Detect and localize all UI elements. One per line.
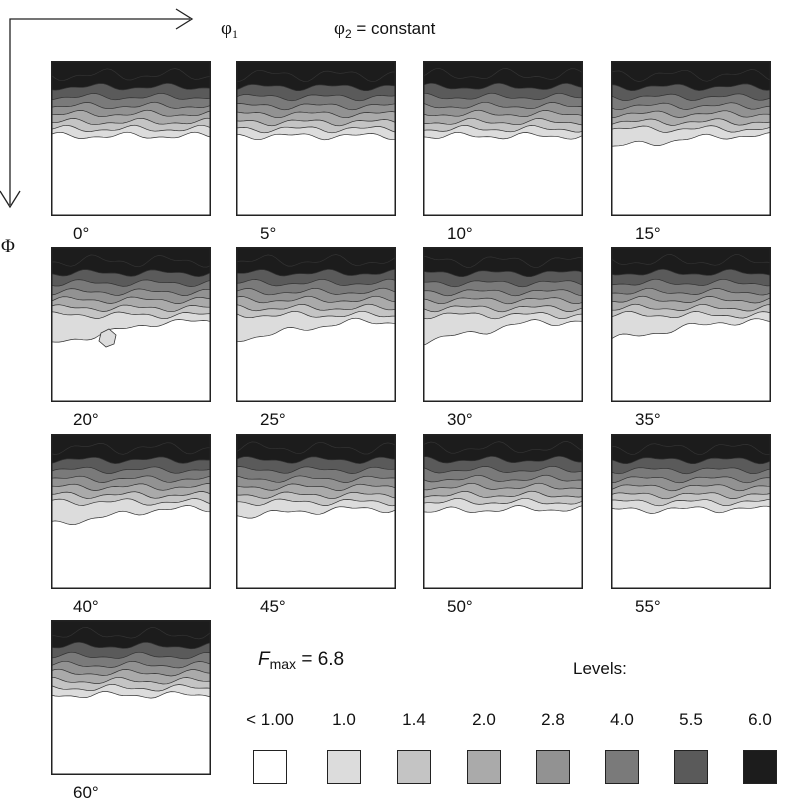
phi2-text: = constant	[351, 19, 436, 38]
section-angle-label: 50°	[447, 597, 473, 616]
odf-section-panel	[51, 434, 211, 589]
odf-section-plot	[51, 434, 211, 589]
section-angle-label: 35°	[635, 410, 661, 429]
legend-swatch	[397, 750, 431, 784]
odf-section-plot	[423, 434, 583, 589]
legend-level-label: 1.0	[332, 710, 356, 729]
odf-section-panel	[423, 247, 583, 402]
legend-swatch	[605, 750, 639, 784]
odf-section-plot	[236, 61, 396, 216]
odf-section-panel	[423, 434, 583, 589]
odf-section-panel	[51, 620, 211, 775]
contour-band	[51, 61, 211, 82]
contour-band	[423, 247, 583, 269]
odf-section-plot	[51, 61, 211, 216]
legend-swatch	[674, 750, 708, 784]
legend-title: Levels:	[573, 659, 627, 678]
odf-section-plot	[236, 434, 396, 589]
contour-band	[236, 247, 396, 267]
legend-level-label: 2.0	[472, 710, 496, 729]
section-angle-label: 60°	[73, 783, 99, 802]
contour-band	[51, 434, 211, 455]
section-angle-label: 15°	[635, 224, 661, 243]
panel-frame	[423, 61, 583, 216]
panel-frame	[236, 61, 396, 216]
panel-frame	[236, 247, 396, 402]
section-angle-label: 10°	[447, 224, 473, 243]
phi1-symbol: φ	[221, 18, 232, 39]
section-angle-label: 40°	[73, 597, 99, 616]
odf-section-panel	[236, 61, 396, 216]
odf-section-panel	[611, 434, 771, 589]
legend-level-label: 4.0	[610, 710, 634, 729]
contour-band	[611, 247, 771, 266]
fmax-label: Fmax = 6.8	[258, 650, 344, 671]
legend-swatch	[467, 750, 501, 784]
legend-level-label: 5.5	[679, 710, 703, 729]
odf-section-panel	[236, 434, 396, 589]
panel-frame	[611, 247, 771, 402]
odf-section-panel	[611, 247, 771, 402]
panel-frame	[236, 434, 396, 589]
legend-level-label: < 1.00	[246, 710, 294, 729]
odf-section-plot	[611, 247, 771, 402]
fmax-subscript: max	[269, 656, 297, 672]
section-angle-label: 20°	[73, 410, 99, 429]
odf-section-panel	[423, 61, 583, 216]
panel-frame	[51, 434, 211, 589]
section-angle-label: 5°	[260, 224, 277, 243]
contour-band	[51, 620, 211, 640]
odf-section-plot	[423, 61, 583, 216]
odf-section-panel	[236, 247, 396, 402]
contour-band	[611, 61, 771, 82]
panel-frame	[51, 620, 211, 775]
section-angle-label: 30°	[447, 410, 473, 429]
phi2-symbol: φ	[334, 18, 345, 39]
contour-band	[51, 247, 211, 268]
panel-frame	[611, 434, 771, 589]
odf-section-plot	[611, 61, 771, 216]
section-angle-label: 55°	[635, 597, 661, 616]
panel-frame	[423, 247, 583, 402]
Phi-arrowhead	[0, 190, 21, 209]
phi1-axis-label: φ1	[221, 19, 238, 40]
odf-section-plot	[51, 620, 211, 775]
panel-frame	[51, 247, 211, 402]
legend-level-label: 2.8	[541, 710, 565, 729]
contour-band	[236, 61, 396, 83]
odf-section-panel	[51, 61, 211, 216]
contour-band	[423, 434, 583, 454]
odf-section-panel	[611, 61, 771, 216]
section-angle-label: 0°	[73, 224, 90, 243]
Phi-symbol: Φ	[1, 236, 15, 257]
legend-swatch	[743, 750, 777, 784]
panel-frame	[51, 61, 211, 216]
section-angle-label: 45°	[260, 597, 286, 616]
legend-swatch	[536, 750, 570, 784]
odf-section-plot	[611, 434, 771, 589]
contour-band	[423, 61, 583, 80]
phi1-arrowhead	[175, 8, 194, 30]
contour-island	[98, 328, 117, 348]
section-angle-label: 25°	[260, 410, 286, 429]
phi2-subscript: 2	[344, 27, 352, 41]
contour-band	[236, 434, 396, 455]
legend-level-label: 1.4	[402, 710, 426, 729]
odf-section-panel	[51, 247, 211, 402]
contour-band	[611, 434, 771, 456]
phi1-subscript: 1	[231, 27, 238, 41]
panel-frame	[423, 434, 583, 589]
legend-swatch	[327, 750, 361, 784]
legend-swatch	[253, 750, 287, 784]
fmax-value: = 6.8	[296, 649, 345, 670]
fmax-symbol: F	[258, 649, 270, 670]
odf-section-plot	[423, 247, 583, 402]
legend-level-label: 6.0	[748, 710, 772, 729]
phi2-constant-label: φ2 = constant	[334, 19, 435, 40]
Phi-axis-label: Φ	[1, 237, 15, 256]
panel-frame	[611, 61, 771, 216]
odf-section-plot	[51, 247, 211, 402]
odf-section-plot	[236, 247, 396, 402]
